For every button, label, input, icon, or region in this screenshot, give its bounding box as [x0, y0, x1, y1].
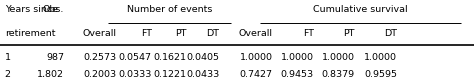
Text: 0.0547: 0.0547 [118, 53, 152, 62]
Text: 0.1621: 0.1621 [153, 53, 186, 62]
Text: Cumulative survival: Cumulative survival [313, 5, 408, 14]
Text: DT: DT [207, 29, 219, 38]
Text: 0.7427: 0.7427 [239, 70, 273, 77]
Text: 0.0405: 0.0405 [186, 53, 219, 62]
Text: Overall: Overall [238, 29, 273, 38]
Text: Obs.: Obs. [43, 5, 64, 14]
Text: 0.0333: 0.0333 [118, 70, 152, 77]
Text: 1.0000: 1.0000 [239, 53, 273, 62]
Text: 0.1221: 0.1221 [153, 70, 186, 77]
Text: 0.2573: 0.2573 [83, 53, 116, 62]
Text: 2: 2 [5, 70, 11, 77]
Text: 1: 1 [5, 53, 11, 62]
Text: 0.9453: 0.9453 [281, 70, 314, 77]
Text: DT: DT [384, 29, 397, 38]
Text: FT: FT [141, 29, 152, 38]
Text: 1.0000: 1.0000 [364, 53, 397, 62]
Text: 987: 987 [46, 53, 64, 62]
Text: PT: PT [175, 29, 186, 38]
Text: 0.2003: 0.2003 [83, 70, 116, 77]
Text: 1.0000: 1.0000 [321, 53, 355, 62]
Text: 0.0433: 0.0433 [186, 70, 219, 77]
Text: Years since: Years since [5, 5, 58, 14]
Text: 0.9595: 0.9595 [364, 70, 397, 77]
Text: 1,802: 1,802 [37, 70, 64, 77]
Text: FT: FT [303, 29, 314, 38]
Text: Overall: Overall [82, 29, 116, 38]
Text: retirement: retirement [5, 29, 55, 38]
Text: Number of events: Number of events [127, 5, 212, 14]
Text: 1.0000: 1.0000 [281, 53, 314, 62]
Text: 0.8379: 0.8379 [321, 70, 355, 77]
Text: PT: PT [343, 29, 355, 38]
